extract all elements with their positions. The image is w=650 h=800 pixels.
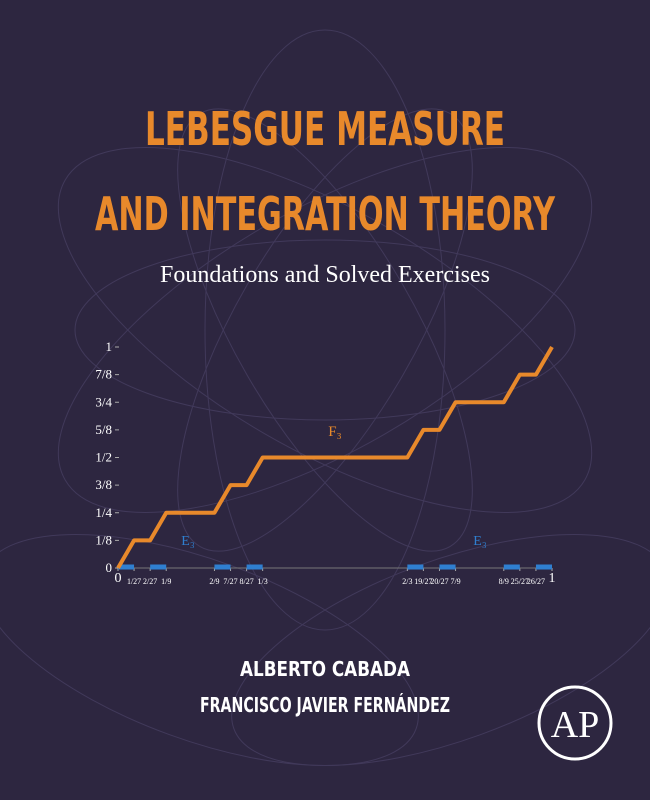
x-tick-label: 1/27 (127, 577, 141, 586)
author: FRANCISCO JAVIER FERNÁNDEZ (200, 693, 450, 717)
series-line (116, 345, 554, 570)
y-tick-label: 3/8 (95, 477, 112, 492)
set-label: E₃ (181, 534, 195, 549)
x-tick-label: 0 (115, 571, 122, 586)
x-tick-label: 1/9 (161, 577, 171, 586)
y-tick-label: 3/4 (95, 394, 112, 409)
title-line: LEBESGUE MEASURE (145, 102, 505, 156)
x-tick-label: 19/27 (414, 577, 432, 586)
series-label: F₃ (328, 424, 342, 440)
set-label: E₃ (473, 534, 487, 549)
x-tick-label: 8/9 (499, 577, 509, 586)
y-tick-label: 7/8 (95, 367, 112, 382)
y-tick-label: 1 (106, 339, 113, 354)
x-tick-label: 2/3 (402, 577, 412, 586)
x-tick-label: 2/27 (143, 577, 157, 586)
x-tick-label: 1/3 (258, 577, 268, 586)
y-tick-label: 0 (106, 560, 113, 575)
x-tick-label: 20/27 (430, 577, 448, 586)
publisher-logo: AP (537, 685, 613, 761)
x-tick-label: 2/9 (209, 577, 219, 586)
author: ALBERTO CABADA (240, 657, 410, 681)
y-tick-label: 1/8 (95, 532, 112, 547)
subtitle: Foundations and Solved Exercises (160, 262, 490, 288)
x-tick-label: 1 (549, 571, 556, 586)
y-tick-label: 1/2 (95, 450, 112, 465)
x-tick-label: 8/27 (239, 577, 253, 586)
logo-ring (537, 685, 613, 761)
logo-text: AP (551, 704, 600, 746)
x-tick-label: 7/27 (223, 577, 237, 586)
chart: 0 1/8 1/4 3/8 1/2 5/8 3/4 7/8 1 0 1/27 2/27 1/9 2/9 7/… (95, 339, 555, 586)
x-tick-label: 7/9 (450, 577, 460, 586)
x-tick-label: 25/27 (511, 577, 529, 586)
y-tick-label: 1/4 (95, 505, 112, 520)
y-tick-label: 5/8 (95, 422, 112, 437)
x-tick-label: 26/27 (527, 577, 545, 586)
title-line: AND INTEGRATION THEORY (95, 187, 555, 241)
